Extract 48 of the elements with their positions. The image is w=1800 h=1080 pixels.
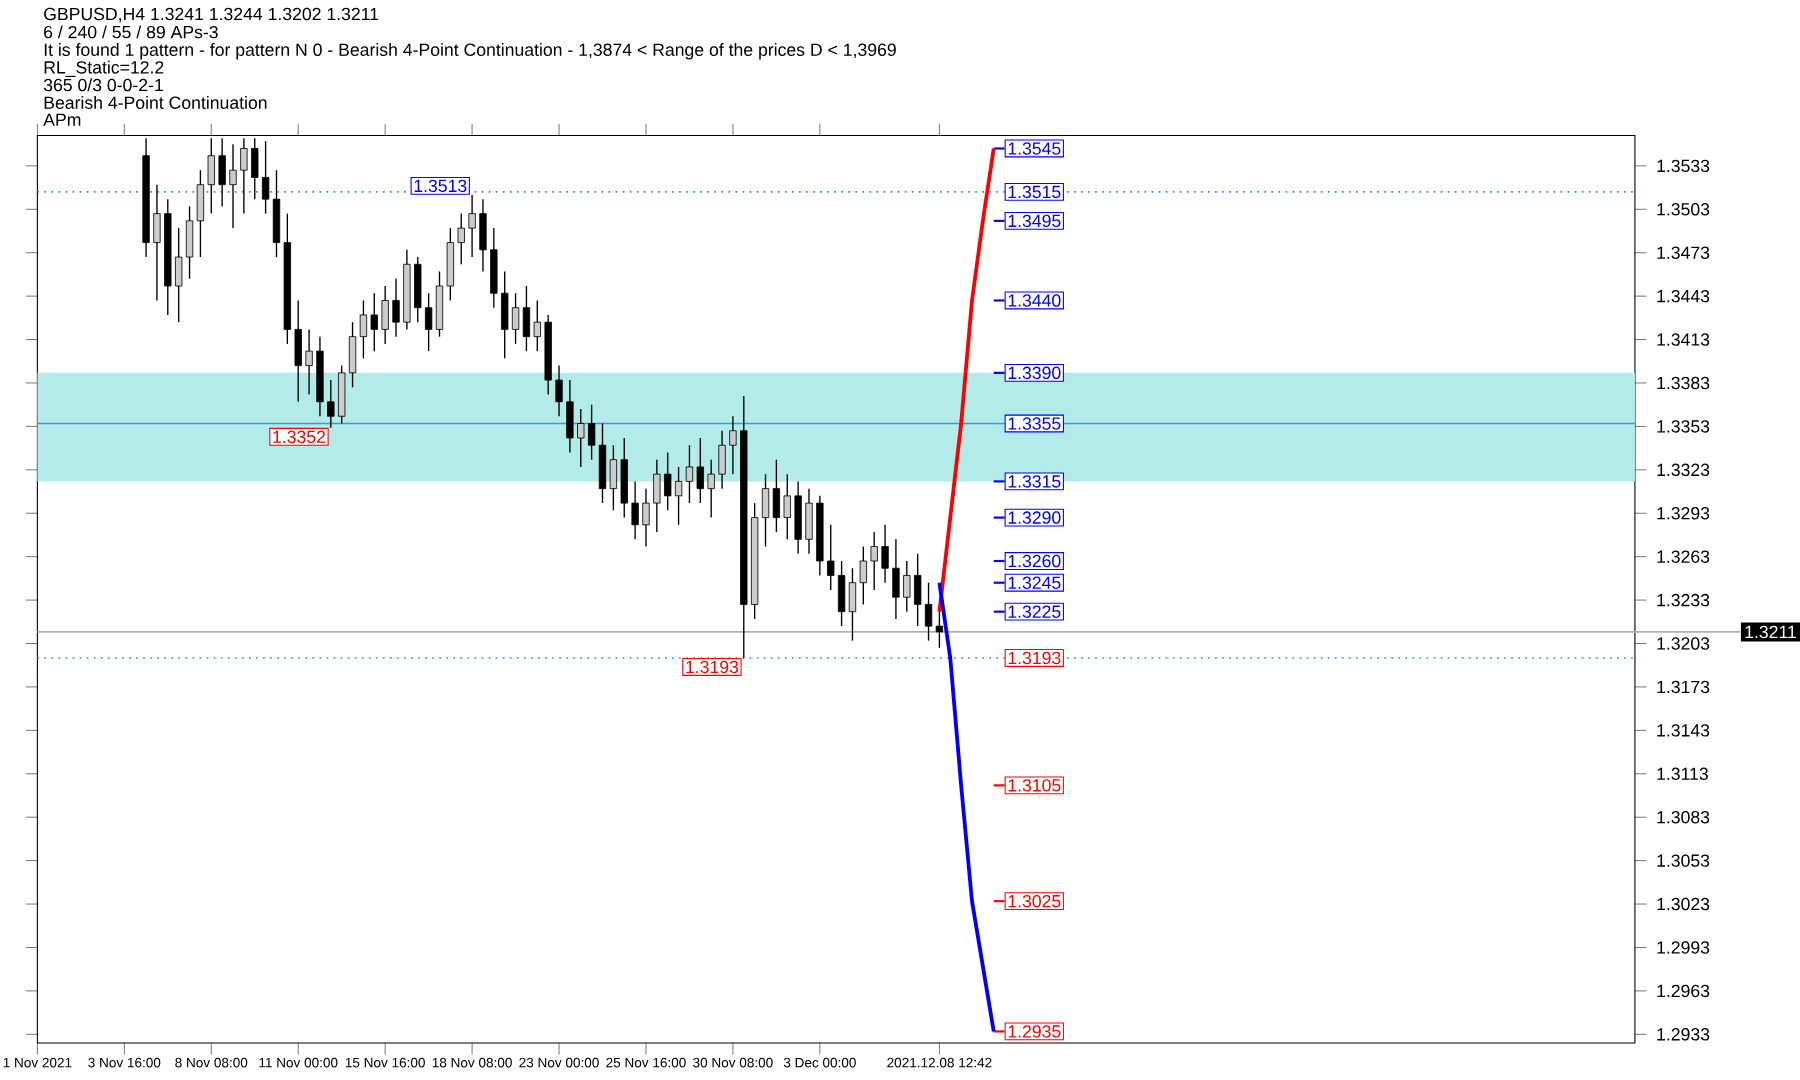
- ref-line-label: 1.3025: [1008, 894, 1061, 908]
- text: APm: [43, 113, 81, 126]
- y-tick-label: 1.3473: [1657, 246, 1710, 259]
- y-tick-label: 1.3383: [1657, 376, 1710, 390]
- y-tick-label: 1.3173: [1657, 680, 1710, 694]
- ref-line-label: 1.3515: [1008, 185, 1061, 199]
- annotation: 1.3352: [273, 430, 326, 443]
- ref-line-label: 1.3193: [1008, 651, 1061, 665]
- annotation: 1.3513: [414, 179, 467, 192]
- y-tick-label: 1.2933: [1657, 1027, 1710, 1041]
- y-tick-label: 1.3143: [1657, 724, 1710, 737]
- y-tick-label: 1.3353: [1657, 420, 1710, 433]
- ref-line-label: 1.3545: [1008, 142, 1061, 155]
- text: RL_Static=12.2: [44, 60, 164, 77]
- y-tick-label: 1.3443: [1657, 289, 1710, 303]
- ref-line-label: 1.3315: [1008, 475, 1061, 488]
- ref-line-label: 1.3225: [1008, 605, 1061, 618]
- y-tick-label: 1.3293: [1657, 506, 1710, 520]
- ref-line-label: 1.3495: [1008, 214, 1061, 227]
- text: 6 / 240 / 55 / 89 APs-3: [44, 25, 218, 39]
- y-tick-label: 1.3323: [1657, 463, 1710, 476]
- line-series: [937, 146, 996, 614]
- ref-line-label: 1.3211: [1745, 625, 1796, 639]
- text: 365 0/3 0-0-2-1: [43, 78, 163, 92]
- y-tick-label: 1.3053: [1657, 854, 1710, 867]
- ref-line-label: 1.3290: [1008, 511, 1061, 524]
- y-tick-label: 1.2963: [1657, 984, 1710, 998]
- text: Bearish 4-Point Continuation: [44, 95, 267, 109]
- y-tick-label: 1.3263: [1657, 550, 1710, 563]
- ref-line-label: 1.3105: [1008, 779, 1061, 792]
- y-tick-label: 1.3233: [1657, 593, 1710, 607]
- ref-line-label: 1.3440: [1008, 294, 1061, 307]
- ref-line-label: 1.3260: [1008, 554, 1061, 568]
- y-tick-label: 1.3083: [1657, 810, 1710, 824]
- text: It is found 1 pattern - for pattern N 0 - Bearish 4-Point Continuation - 1,3874 < Range of the prices D < 1,3969: [44, 42, 896, 60]
- y-tick-label: 1.3503: [1657, 202, 1710, 216]
- y-tick-label: 1.3203: [1657, 637, 1710, 650]
- y-tick-label: 1.3533: [1657, 159, 1710, 172]
- chart-title: GBPUSD,H4 1.3241 1.3244 1.3202 1.3211: [44, 7, 379, 23]
- y-tick-label: 1.3023: [1657, 897, 1710, 911]
- y-tick-label: 1.3413: [1657, 333, 1710, 346]
- ref-line-label: 1.2935: [1008, 1025, 1061, 1038]
- y-tick-label: 1.3113: [1657, 767, 1708, 780]
- ref-line-label: 1.3245: [1008, 576, 1061, 589]
- annotation: 1.3193: [686, 660, 739, 674]
- ref-line-label: 1.3355: [1008, 417, 1061, 430]
- ref-line-label: 1.3390: [1008, 366, 1061, 379]
- y-tick-label: 1.2993: [1657, 941, 1710, 954]
